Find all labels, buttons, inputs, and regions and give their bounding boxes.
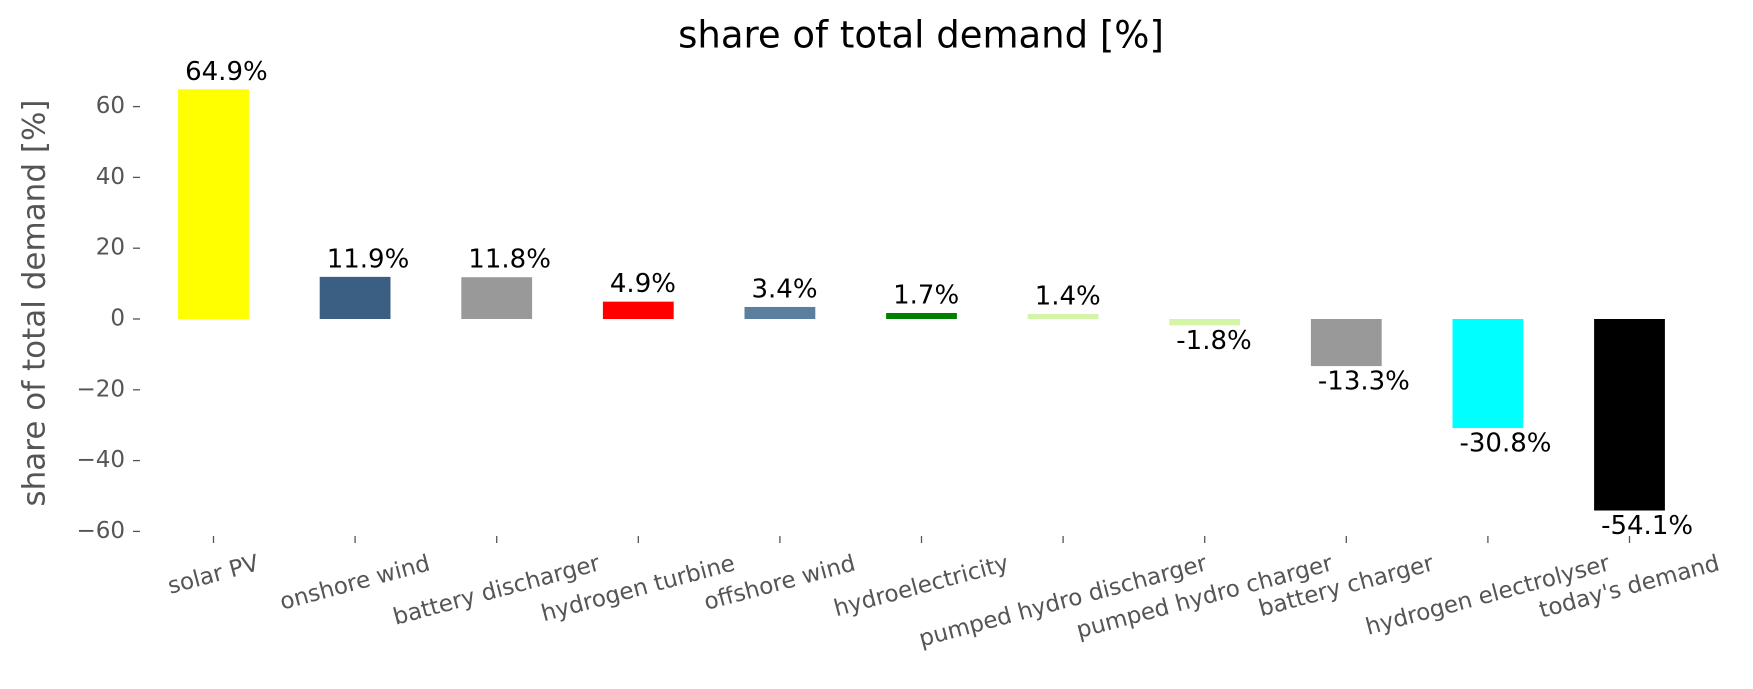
y-tick-label: 60 [96, 93, 125, 119]
value-label: -1.8% [1176, 326, 1251, 356]
bar [1452, 319, 1524, 429]
value-label: -30.8% [1460, 429, 1552, 459]
value-label: 1.4% [1035, 282, 1101, 312]
y-tick-label: −60 [76, 518, 125, 544]
bar [461, 277, 533, 319]
bar [1169, 319, 1241, 326]
y-tick-label: −20 [76, 376, 125, 402]
value-label: 11.9% [327, 244, 410, 274]
value-label: 1.7% [893, 280, 959, 310]
value-label: 3.4% [752, 274, 818, 304]
bar [1594, 319, 1665, 511]
bar [1027, 314, 1099, 319]
bar [319, 276, 391, 319]
bar [1310, 319, 1382, 367]
value-label: -54.1% [1601, 511, 1693, 541]
y-tick-label: 40 [96, 164, 125, 190]
bar [602, 301, 674, 319]
value-label: 11.8% [468, 245, 551, 275]
bar [886, 312, 957, 319]
x-tick-label: solar PV [165, 550, 262, 599]
y-tick-label: −40 [76, 447, 125, 473]
bar [744, 306, 816, 319]
value-label: 64.9% [185, 57, 268, 87]
y-tick-label: 20 [96, 235, 125, 261]
y-tick-label: 0 [110, 306, 125, 332]
chart-title: share of total demand [%] [678, 14, 1164, 57]
value-label: -13.3% [1318, 367, 1410, 397]
bar [178, 89, 249, 319]
value-label: 4.9% [610, 269, 676, 299]
y-axis-label: share of total demand [%] [17, 99, 53, 506]
